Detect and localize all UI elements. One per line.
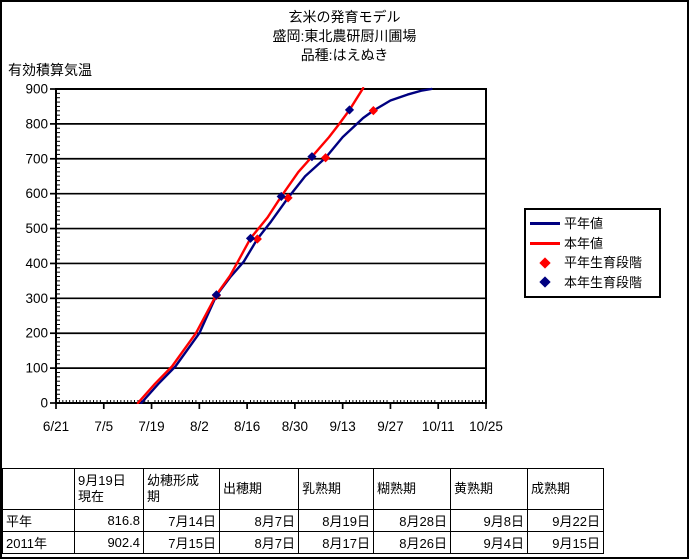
row-header: 平年 <box>2 509 75 532</box>
legend-item-0: 平年値 <box>526 216 659 231</box>
y-tick-label: 300 <box>25 291 48 306</box>
legend-line-swatch <box>526 241 564 245</box>
x-tick-label: 7/5 <box>94 419 113 434</box>
series-marker-2 <box>368 106 378 116</box>
column-header: 出穂期 <box>219 468 299 510</box>
chart-title-block: 玄米の発育モデル 盛岡:東北農研厨川圃場 品種:はえぬき <box>2 8 687 65</box>
legend-label: 平年値 <box>564 216 604 232</box>
column-header: 糊熟期 <box>373 468 451 510</box>
x-tick-label: 8/30 <box>282 419 308 434</box>
series-marker-2 <box>252 234 262 244</box>
y-tick-label: 100 <box>25 361 48 376</box>
legend-label: 本年値 <box>564 235 604 251</box>
table-cell: 8月7日 <box>219 531 299 554</box>
column-header: 幼穂形成 期 <box>143 468 220 510</box>
table-cell: 8月7日 <box>219 509 299 532</box>
growth-stage-table: 9月19日 現在 幼穂形成 期出穂期 乳熟期 糊熟期 黄熟期 成熟期 平年 816.8 7月14… <box>2 468 604 554</box>
table-row: 2011年 902.4 7月15日 8月7日 8月17日 8月26日 9月4日 9月15日 <box>2 531 604 554</box>
line-swatch <box>530 241 560 245</box>
series-line-0 <box>140 87 433 404</box>
diamond-icon <box>539 276 551 288</box>
series-marker-2 <box>283 193 293 203</box>
table-cell: 8月19日 <box>298 509 374 532</box>
x-tick-label: 9/27 <box>377 419 403 434</box>
table-cell: 816.8 <box>74 509 144 532</box>
x-tick-label: 8/2 <box>190 419 209 434</box>
legend-label: 平年生育段階 <box>564 255 643 271</box>
table-corner-cell <box>2 468 75 510</box>
table-cell: 7月15日 <box>143 531 220 554</box>
y-tick-label: 600 <box>25 186 48 201</box>
series-marker-2 <box>321 153 331 163</box>
series-marker-3 <box>276 191 286 202</box>
series-marker-3 <box>245 233 256 243</box>
y-tick-label: 900 <box>25 82 48 97</box>
chart-legend: 平年値本年値平年生育段階 本年生育段階 <box>524 208 661 298</box>
y-tick-label: 0 <box>40 396 48 411</box>
table-header-row: 9月19日 現在 幼穂形成 期出穂期 乳熟期 糊熟期 黄熟期 成熟期 <box>2 468 604 510</box>
series-line-1 <box>136 87 365 404</box>
legend-item-3: 本年生育段階 <box>526 275 659 290</box>
table-cell: 7月14日 <box>143 509 220 532</box>
table-cell: 9月8日 <box>450 509 528 532</box>
row-header: 2011年 <box>2 531 75 554</box>
legend-line-swatch <box>526 222 564 226</box>
x-tick-label: 9/13 <box>330 419 356 434</box>
legend-item-1: 本年値 <box>526 236 659 251</box>
table-row: 平年 816.8 7月14日 8月7日 8月19日 8月28日 9月8日 9月22日 <box>2 509 604 532</box>
y-tick-label: 400 <box>25 256 48 271</box>
column-header: 黄熟期 <box>450 468 528 510</box>
column-header: 9月19日 現在 <box>74 468 144 510</box>
table-cell: 9月15日 <box>527 531 604 554</box>
chart-title: 玄米の発育モデル <box>288 9 401 25</box>
legend-diamond-icon <box>526 257 564 269</box>
x-tick-label: 10/11 <box>422 419 455 434</box>
table-cell: 902.4 <box>74 531 144 554</box>
series-marker-3 <box>344 105 355 115</box>
legend-label: 本年生育段階 <box>564 274 643 290</box>
y-tick-label: 800 <box>25 116 48 131</box>
x-tick-label: 6/21 <box>43 419 69 434</box>
chart-subtitle-location: 盛岡:東北農研厨川圃場 <box>272 28 417 44</box>
table-cell: 9月4日 <box>450 531 528 554</box>
table-cell: 8月28日 <box>373 509 451 532</box>
x-tick-label: 10/25 <box>469 419 503 434</box>
table-cell: 9月22日 <box>527 509 604 532</box>
series-marker-3 <box>211 290 221 300</box>
line-swatch <box>530 222 560 226</box>
x-tick-label: 7/19 <box>138 419 164 434</box>
diamond-icon <box>539 257 551 269</box>
plot-area-border <box>55 88 487 404</box>
x-tick-label: 8/16 <box>234 419 260 434</box>
growth-chart-plot: 0 100 200 300 400 500 600 700 800 900 6/21 7/5 7/19 8… <box>25 82 503 435</box>
table-cell: 8月26日 <box>373 531 451 554</box>
chart-subtitle-variety: 品種:はえぬき <box>300 47 389 63</box>
column-header: 成熟期 <box>527 468 604 510</box>
legend-item-2: 平年生育段階 <box>526 255 659 270</box>
y-tick-label: 700 <box>25 151 48 166</box>
legend-diamond-icon <box>526 276 564 288</box>
y-axis-title: 有効積算気温 <box>8 62 92 78</box>
table-cell: 8月17日 <box>298 531 374 554</box>
series-marker-3 <box>307 152 317 162</box>
y-tick-label: 200 <box>25 326 48 341</box>
column-header: 乳熟期 <box>298 468 374 510</box>
y-tick-label: 500 <box>25 221 48 236</box>
